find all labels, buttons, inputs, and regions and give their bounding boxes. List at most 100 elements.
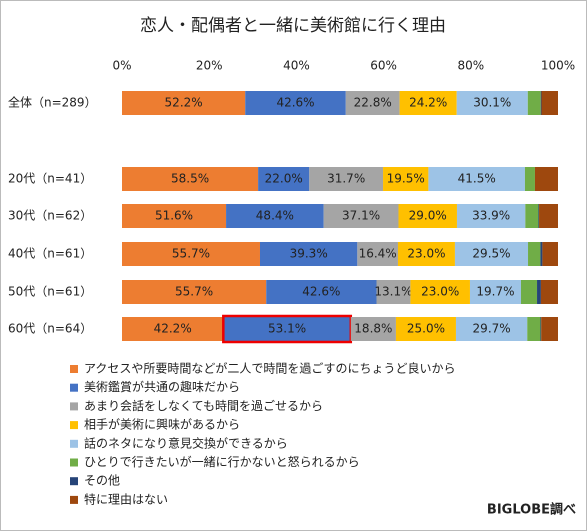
data-label: 16.4% (359, 247, 397, 261)
bar-segment (357, 242, 398, 266)
bar-segment (540, 242, 543, 266)
bar-segment (528, 242, 541, 266)
bar-segment (245, 91, 346, 115)
bar-segment (376, 280, 411, 304)
bar-segment (223, 317, 351, 341)
bar-segment (122, 242, 260, 266)
data-label: 55.7% (175, 285, 213, 299)
bar-segment (541, 317, 558, 341)
legend-label: 特に理由はない (84, 491, 168, 506)
bar-segment (122, 167, 259, 191)
x-tick-label: 80% (457, 59, 484, 73)
bar-segment (524, 167, 535, 191)
data-label: 42.2% (154, 322, 192, 336)
data-label: 29.5% (472, 247, 510, 261)
data-label: 23.0% (421, 285, 459, 299)
data-label: 37.1% (342, 209, 380, 223)
data-label: 22.0% (265, 172, 303, 186)
data-label: 13.1% (374, 285, 412, 299)
bar-segment (399, 91, 457, 115)
data-label: 23.0% (407, 247, 445, 261)
legend-swatch (70, 383, 78, 392)
data-label: 19.5% (387, 172, 425, 186)
bar-segment (534, 167, 558, 191)
legend-label: あまり会話をしなくても時間を過ごせるから (84, 398, 323, 413)
bar-segment (410, 280, 470, 304)
data-label: 42.6% (276, 96, 314, 110)
legend-label: 話のネタになり意見交換ができるから (84, 435, 288, 450)
bar-segment (395, 317, 456, 341)
legend-swatch (70, 402, 78, 411)
bar-segment (527, 91, 541, 115)
x-tick-label: 0% (112, 59, 131, 73)
source-note: BIGLOBE調べ (487, 502, 576, 518)
data-label: 29.0% (409, 209, 447, 223)
bar-segment (259, 242, 358, 266)
data-label: 33.9% (472, 209, 510, 223)
legend-label: その他 (84, 474, 120, 488)
bar-segment (540, 317, 542, 341)
data-label: 19.7% (476, 285, 514, 299)
bar-segment (122, 317, 224, 341)
data-label: 24.2% (409, 96, 447, 110)
bar-segment (542, 242, 558, 266)
bar-segment (345, 91, 400, 115)
y-tick-label: 50代（n=61） (8, 285, 92, 299)
bar-segment (540, 280, 558, 304)
legend-swatch (70, 477, 78, 486)
bar-segment (397, 242, 455, 266)
bar-segment (527, 317, 541, 341)
legend-swatch (70, 439, 78, 448)
data-label: 31.7% (327, 172, 365, 186)
data-label: 30.1% (473, 96, 511, 110)
chart-title: 恋人・配偶者と一緒に美術館に行く理由 (140, 15, 446, 36)
bar-segment (455, 317, 528, 341)
x-tick-label: 40% (283, 59, 310, 73)
data-label: 55.7% (172, 247, 210, 261)
bar-segment (525, 204, 539, 228)
bar-segment (350, 317, 396, 341)
bar-segment (122, 91, 246, 115)
data-label: 22.8% (354, 96, 392, 110)
bar-segment (309, 167, 384, 191)
bar-segment (398, 204, 457, 228)
bar-segment (428, 167, 525, 191)
bar-segment (454, 242, 529, 266)
y-tick-label: 20代（n=41） (8, 172, 92, 186)
bar-segment (539, 204, 558, 228)
legend-label: 美術鑑賞が共通の趣味だから (84, 379, 240, 394)
legend-label: 相手が美術に興味があるから (84, 417, 240, 432)
bar-segment (122, 204, 227, 228)
bar-segment (226, 204, 324, 228)
bar-segment (541, 91, 558, 115)
y-tick-label: 30代（n=62） (8, 209, 92, 223)
data-label: 58.5% (171, 172, 209, 186)
bar-segment (456, 91, 528, 115)
y-tick-label: 60代（n=64） (8, 322, 92, 336)
bar-segment (266, 280, 377, 304)
y-tick-label: 40代（n=61） (8, 247, 92, 261)
bar-segment (540, 91, 542, 115)
bar-segment (537, 280, 541, 304)
legend-swatch (70, 421, 78, 430)
bar-segment (258, 167, 310, 191)
bar-segment (538, 204, 540, 228)
data-label: 41.5% (458, 172, 496, 186)
legend-swatch (70, 365, 78, 373)
y-tick-label: 全体（n=289） (8, 95, 97, 110)
legend-label: ひとりで行きたいが一緒に行かないと怒られるから (84, 454, 360, 469)
x-tick-label: 100% (541, 59, 575, 73)
legend-label: アクセスや所要時間などが二人で時間を過ごすのにちょうど良いから (84, 361, 456, 376)
data-label: 51.6% (155, 209, 193, 223)
x-tick-label: 20% (196, 59, 223, 73)
x-tick-label: 60% (370, 59, 397, 73)
data-label: 48.4% (256, 209, 294, 223)
bar-segment (122, 280, 267, 304)
bar-segment (383, 167, 429, 191)
data-label: 52.2% (165, 96, 203, 110)
legend-swatch (70, 458, 78, 467)
data-label: 42.6% (302, 285, 340, 299)
data-label: 29.7% (473, 322, 511, 336)
data-label: 39.3% (290, 247, 328, 261)
